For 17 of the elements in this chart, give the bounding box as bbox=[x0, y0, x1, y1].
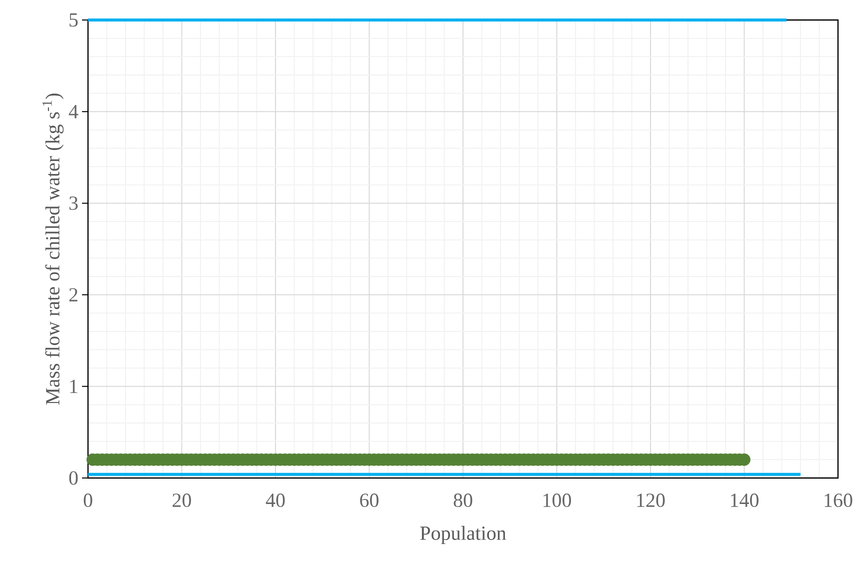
x-tick-label: 20 bbox=[172, 494, 191, 508]
y-tick-label: 0 bbox=[69, 471, 78, 485]
y-tick-label: 4 bbox=[68, 105, 78, 118]
x-tick-label: 140 bbox=[731, 494, 758, 508]
x-tick-label: 60 bbox=[360, 494, 378, 508]
y-tick-label: 2 bbox=[69, 288, 78, 302]
y-tick-label: 3 bbox=[69, 196, 78, 210]
x-tick-label: 0 bbox=[84, 494, 92, 508]
y-axis-title: Mass flow rate of chilled water (kg s$^{-1}$) bbox=[42, 94, 64, 405]
x-tick-label: 120 bbox=[637, 494, 665, 508]
x-tick-label: 160 bbox=[824, 494, 852, 508]
x-tick-label: 100 bbox=[544, 494, 571, 508]
y-tick-label: 5 bbox=[70, 13, 78, 27]
x-axis-title: Population bbox=[420, 526, 506, 544]
x-tick-label: 80 bbox=[454, 494, 472, 508]
x-tick-label: 40 bbox=[266, 494, 285, 508]
y-tick-label: 1 bbox=[70, 380, 78, 394]
